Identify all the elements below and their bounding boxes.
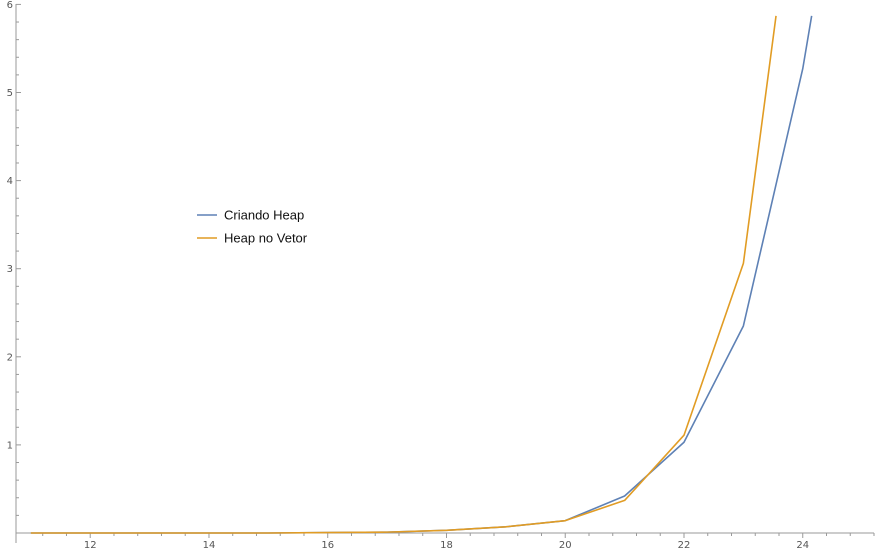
legend-label: Criando Heap [224, 208, 304, 223]
y-tick-label: 5 [7, 88, 13, 99]
series-line-criando-heap [30, 15, 813, 534]
chart-legend: Criando Heap Heap no Vetor [197, 208, 308, 246]
y-tick-label: 4 [7, 176, 13, 187]
y-tick-label: 1 [7, 440, 13, 451]
x-tick-label: 22 [678, 540, 691, 551]
x-tick-label: 14 [203, 540, 216, 551]
y-tick-label: 3 [7, 264, 13, 275]
y-tick-label: 2 [7, 352, 13, 363]
y-tick-label: 6 [7, 0, 13, 11]
x-tick-label: 24 [796, 540, 809, 551]
chart-series [30, 15, 813, 534]
x-tick-label: 12 [84, 540, 97, 551]
x-tick-label: 16 [321, 540, 334, 551]
legend-label: Heap no Vetor [224, 231, 308, 246]
x-tick-label: 20 [559, 540, 572, 551]
x-tick-label: 18 [440, 540, 453, 551]
series-line-heap-no-vetor [30, 15, 777, 534]
